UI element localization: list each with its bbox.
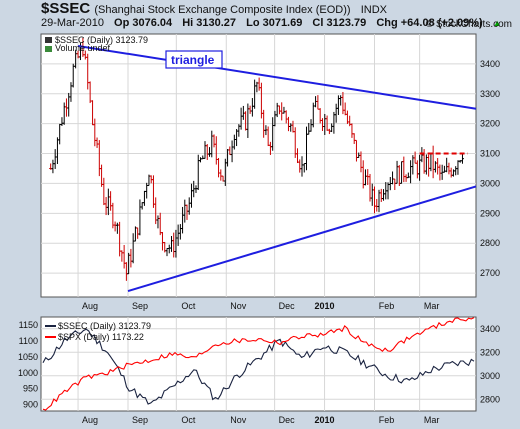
y-tick-label: 3000 xyxy=(480,178,500,188)
lower-trendline xyxy=(127,185,477,292)
price-bars xyxy=(49,37,464,281)
x-tick-label: Feb xyxy=(379,301,395,311)
x-tick-label: Nov xyxy=(230,415,247,425)
right-y-tick-label: 3200 xyxy=(480,347,500,357)
left-y-tick-label: 1100 xyxy=(19,336,38,346)
left-y-tick-label: 1150 xyxy=(19,320,38,330)
quote-low: Lo 3071.69 xyxy=(246,17,303,29)
main-y-axis: 2700 2800 2900 3000 3100 3200 3300 3400 xyxy=(480,59,500,278)
right-y-tick-label: 3000 xyxy=(480,371,500,381)
spx-series-line xyxy=(42,317,475,411)
symbol: $SSEC xyxy=(41,0,91,17)
y-tick-label: 2900 xyxy=(480,208,500,218)
exchange-label: INDX xyxy=(360,4,388,16)
y-tick-label: 3400 xyxy=(480,59,500,69)
copyright: © StockCharts.com xyxy=(425,19,512,30)
left-y-tick-label: 1000 xyxy=(18,368,38,378)
ohlc-bar xyxy=(460,153,464,164)
triangle-annotation-box xyxy=(165,50,223,69)
ssec-series-line xyxy=(42,328,475,405)
x-tick-label: Sep xyxy=(132,415,148,425)
x-tick-label: Feb xyxy=(379,415,395,425)
volume-legend-label: Volume undef xyxy=(55,43,111,53)
main-legend-label: $SSEC (Daily) 3123.79 xyxy=(55,35,148,45)
right-y-tick-label: 2800 xyxy=(480,394,500,404)
y-tick-label: 2700 xyxy=(480,268,500,278)
trendlines xyxy=(77,44,477,292)
x-tick-label: Dec xyxy=(279,415,296,425)
index-name: (Shanghai Stock Exchange Composite Index… xyxy=(94,4,351,16)
lower-y-axes: 2800 3000 3200 3400 900 950 1000 1050 1100 1150 xyxy=(18,320,500,410)
x-tick-label: Oct xyxy=(181,415,196,425)
x-tick-label: Oct xyxy=(181,301,196,311)
main-legend: $SSEC (Daily) 3123.79 Volume undef xyxy=(45,35,148,53)
legend-volume-icon xyxy=(45,46,52,52)
y-tick-label: 3100 xyxy=(480,149,500,159)
y-tick-label: 3300 xyxy=(480,89,500,99)
y-tick-label: 3200 xyxy=(480,119,500,129)
left-y-tick-label: 900 xyxy=(23,400,38,410)
comparison-lines xyxy=(42,317,475,411)
quote-close: Cl 3123.79 xyxy=(312,17,367,29)
change-arrow-icon: ▲ xyxy=(492,18,502,28)
x-tick-label: Nov xyxy=(230,301,247,311)
right-y-tick-label: 3400 xyxy=(480,324,500,334)
quote-high: Hi 3130.27 xyxy=(182,17,237,29)
y-tick-label: 2800 xyxy=(480,238,500,248)
x-tick-label: Dec xyxy=(279,301,296,311)
lower-panel xyxy=(40,316,477,412)
lower-legend: $SSEC (Daily) 3123.79 $SPX (Daily) 1173.… xyxy=(45,321,151,342)
x-tick-label: Mar xyxy=(424,415,440,425)
left-y-tick-label: 1050 xyxy=(18,352,38,362)
main-grid xyxy=(41,34,476,297)
quote-open: Op 3076.04 xyxy=(114,17,173,29)
lower-legend-spx: $SPX (Daily) 1173.22 xyxy=(58,332,144,342)
triangle-annotation: triangle xyxy=(171,53,215,67)
left-y-tick-label: 950 xyxy=(23,384,38,394)
x-tick-label: Aug xyxy=(82,301,98,311)
lower-x-axis: Aug Sep Oct Nov Dec 2010 Feb Mar xyxy=(82,415,439,425)
upper-trendline xyxy=(77,44,477,110)
lower-legend-ssec: $SSEC (Daily) 3123.79 xyxy=(58,321,151,331)
x-tick-label: Sep xyxy=(132,301,148,311)
quote-line: 29-Mar-2010 Op 3076.04 Hi 3130.27 Lo 307… xyxy=(41,17,509,29)
x-tick-label: Aug xyxy=(82,415,98,425)
quote-date: 29-Mar-2010 xyxy=(41,17,104,29)
quote-change: Chg +64.08 (+2.09%) xyxy=(376,17,483,29)
x-tick-label: 2010 xyxy=(315,415,335,425)
main-x-axis: Aug Sep Oct Nov Dec 2010 Feb Mar xyxy=(82,301,439,311)
x-tick-label: Mar xyxy=(424,301,440,311)
x-tick-label: 2010 xyxy=(315,301,335,311)
legend-bar-icon xyxy=(45,37,52,43)
chart-header: $SSEC (Shanghai Stock Exchange Composite… xyxy=(0,0,520,36)
chart-title: $SSEC (Shanghai Stock Exchange Composite… xyxy=(41,0,387,17)
